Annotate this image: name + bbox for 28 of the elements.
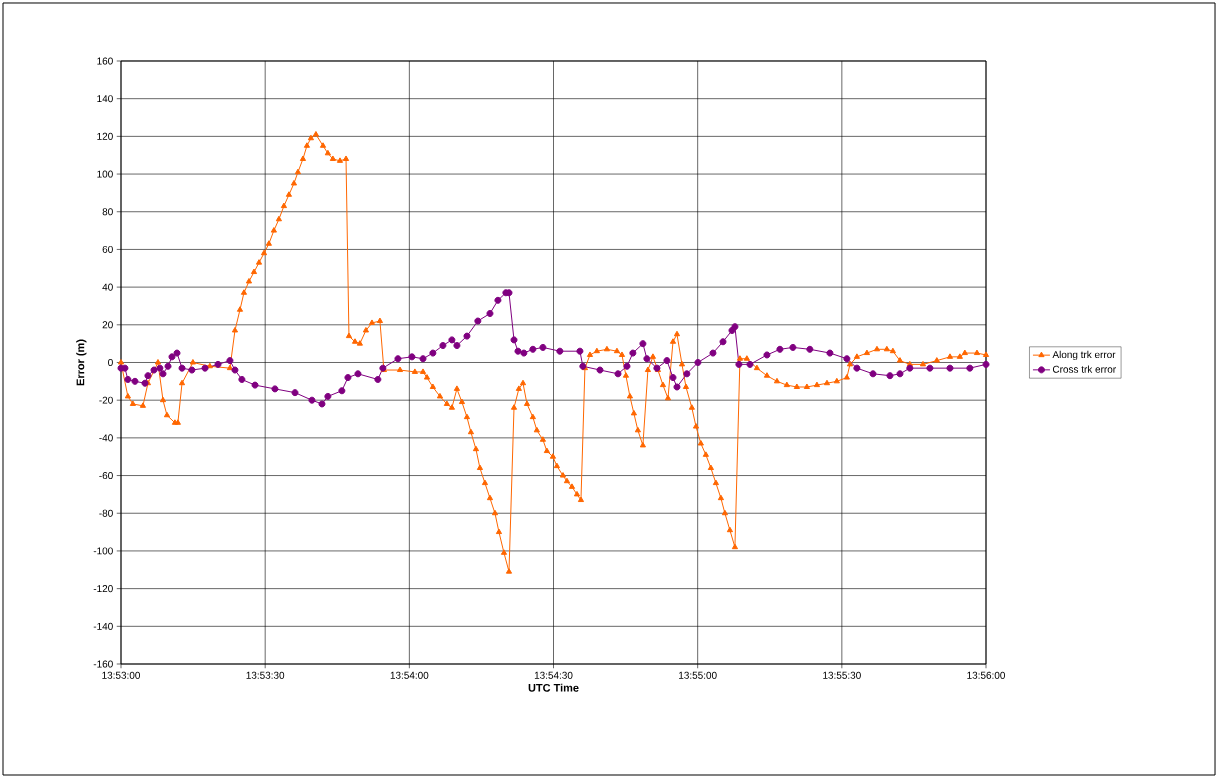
y-tick-label: -20 [99, 396, 113, 404]
y-tick-label: 80 [102, 208, 113, 216]
y-tick-label: -140 [93, 622, 113, 630]
x-tick-label: 13:56:00 [967, 671, 1006, 679]
y-tick-label: 20 [102, 321, 113, 329]
y-tick-label: -120 [93, 585, 113, 593]
y-tick-label: 100 [97, 170, 113, 178]
x-tick-label: 13:54:00 [390, 671, 429, 679]
x-tick-label: 13:55:30 [823, 671, 861, 679]
y-tick-label: 40 [102, 283, 113, 291]
y-tick-label: -80 [99, 509, 113, 517]
y-axis-title: Error (m) [76, 339, 87, 386]
x-tick-label: 13:54:30 [534, 671, 573, 679]
legend-label: Cross trk error [1052, 365, 1116, 373]
x-tick-label: 13:53:30 [246, 671, 285, 679]
y-tick-label: -60 [99, 472, 113, 480]
y-tick-label: 120 [97, 132, 113, 140]
y-tick-label: 60 [102, 245, 113, 253]
y-tick-label: 0 [108, 358, 113, 367]
legend-label: Along trk error [1052, 350, 1116, 361]
y-tick-label: -40 [99, 434, 113, 442]
x-tick-label: 13:53:00 [102, 671, 140, 679]
y-tick-label: 160 [97, 57, 113, 65]
x-axis-title: UTC Time [528, 683, 579, 692]
x-tick-label: 13:55:00 [679, 671, 717, 679]
y-tick-label: -100 [93, 547, 113, 555]
y-tick-label: 140 [97, 95, 113, 103]
y-tick-label: -160 [93, 660, 113, 668]
